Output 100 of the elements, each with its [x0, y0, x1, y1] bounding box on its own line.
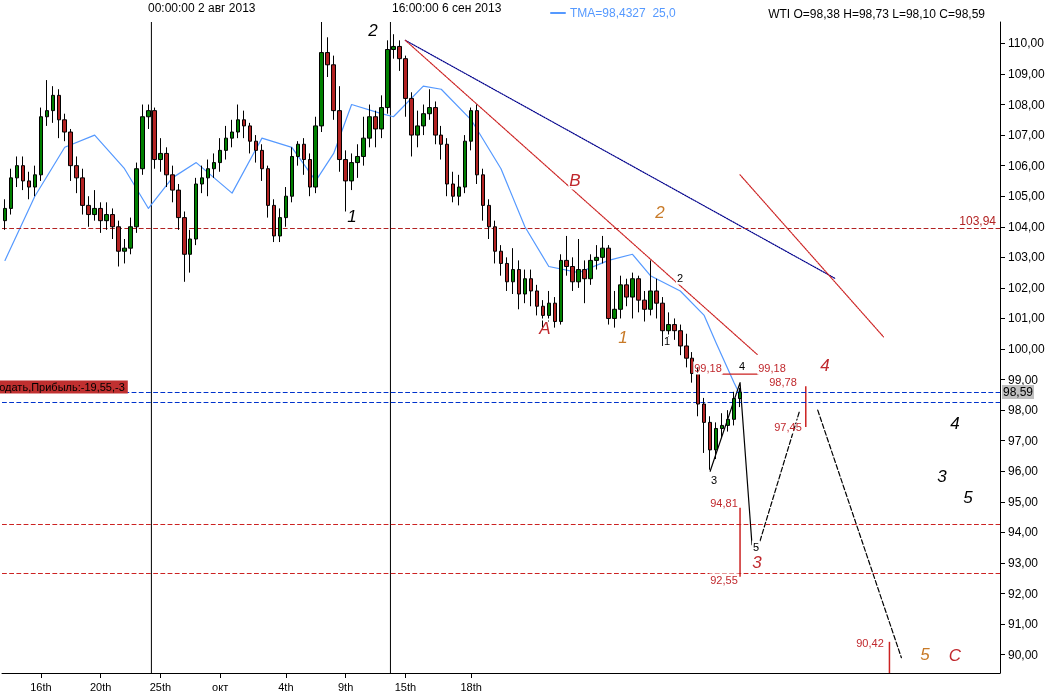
legend-label: TMA=98,4327 25,0: [570, 6, 677, 20]
candlestick: [194, 177, 198, 246]
candlestick: [242, 110, 246, 139]
candlestick: [553, 296, 557, 329]
y-tick-label: 107,00: [1008, 128, 1046, 143]
candlestick: [296, 140, 300, 167]
candlestick: [278, 207, 282, 243]
y-tick-label: 92,00: [1008, 586, 1039, 601]
candlestick: [511, 247, 515, 295]
candlestick: [224, 125, 228, 161]
y-tick-label: 99,00: [1008, 372, 1039, 387]
candlestick: [218, 137, 222, 173]
candlestick: [738, 387, 742, 408]
annotation: 98,78: [769, 376, 797, 388]
candlestick: [702, 397, 706, 454]
candlestick: [732, 391, 736, 426]
y-tick-label: 104,00: [1008, 219, 1046, 234]
candlestick: [720, 412, 724, 439]
annotation: 4: [950, 413, 960, 433]
y-tick-label: 108,00: [1008, 97, 1046, 112]
annotation: 92,55: [710, 574, 738, 586]
y-tick-label: 96,00: [1008, 464, 1039, 479]
candlestick: [284, 186, 288, 228]
candlestick: [206, 159, 210, 197]
candlestick: [463, 134, 467, 194]
candlestick: [726, 409, 730, 433]
candlestick: [523, 269, 527, 304]
annotation: 5: [752, 541, 760, 553]
candlestick: [254, 134, 258, 164]
candlestick: [248, 122, 252, 154]
candlestick: [27, 171, 31, 200]
candlestick: [3, 198, 7, 231]
annotation: 1: [347, 206, 357, 226]
y-tick-label: 91,00: [1008, 617, 1039, 632]
candlestick: [469, 107, 473, 151]
candlestick: [51, 85, 55, 124]
annotation: 3: [710, 474, 718, 486]
y-tick-label: 93,00: [1008, 555, 1039, 570]
x-tick-label: 4th: [278, 680, 294, 693]
candlestick: [529, 269, 533, 307]
y-tick-label: 95,00: [1008, 494, 1039, 509]
annotation: A: [538, 318, 551, 338]
y-tick-label: 106,00: [1008, 158, 1046, 173]
x-tick-label: 25th: [149, 680, 172, 693]
annotation: 5: [920, 644, 931, 664]
annotation: 3: [752, 552, 763, 572]
y-tick-label: 100,00: [1008, 342, 1046, 357]
x-tick-label: 15th: [394, 680, 417, 693]
x-tick-label: 16th: [30, 680, 52, 693]
annotation: 3: [937, 466, 948, 486]
annotation: 5: [963, 487, 974, 507]
x-tick-label: 20th: [89, 680, 112, 693]
candlestick: [15, 155, 19, 188]
candlestick: [266, 165, 270, 219]
candlestick: [230, 119, 234, 148]
annotation: 1: [663, 335, 671, 347]
annotation: 99,18: [758, 362, 786, 374]
candlestick: [505, 256, 509, 292]
candlestick: [260, 143, 264, 182]
candlestick: [517, 259, 521, 310]
x-tick-label: окт: [212, 680, 229, 693]
annotation: одать,Прибыль:-19,55,-3: [0, 381, 125, 393]
x-tick-label: 9th: [337, 680, 354, 693]
y-tick-label: 103,00: [1008, 250, 1046, 265]
annotation: 99,18: [694, 362, 722, 374]
x-tick-label: 18th: [460, 680, 482, 693]
candlestick: [457, 174, 461, 206]
annotation: B: [569, 170, 581, 190]
chart-title: WTI O=98,38 H=98,73 L=98,10 C=98,59: [768, 7, 986, 21]
candlestick: [33, 165, 37, 197]
text: 16:00:00 6 сен 2013: [392, 1, 502, 15]
y-tick-label: 90,00: [1008, 647, 1039, 662]
text: 00:00:00 2 авг 2013: [148, 1, 256, 15]
annotation: 4: [820, 355, 830, 375]
candlestick: [451, 171, 455, 203]
annotation: 94,81: [710, 497, 738, 509]
candlestick: [212, 152, 216, 179]
annotation: 90,42: [856, 637, 884, 649]
candlestick: [714, 421, 718, 460]
y-tick-label: 110,00: [1008, 36, 1045, 51]
y-tick-label: 97,00: [1008, 433, 1039, 448]
annotation: 2: [367, 20, 379, 40]
candlestick: [302, 137, 306, 176]
annotation: 4: [738, 360, 746, 372]
y-tick-label: 109,00: [1008, 66, 1046, 81]
y-tick-label: 98,00: [1008, 403, 1039, 418]
candlestick: [547, 290, 551, 323]
candlestick: [445, 137, 449, 197]
annotation: 1: [618, 327, 628, 347]
annotation: 2: [676, 272, 684, 284]
candlestick: [475, 104, 479, 185]
ref-line-label: 98,59: [1003, 385, 1034, 400]
candlestick: [236, 104, 240, 139]
y-tick-label: 102,00: [1008, 280, 1046, 295]
annotation: 97,45: [774, 421, 802, 433]
candlestick: [499, 244, 503, 277]
candlestick: [290, 146, 294, 203]
annotation: C: [948, 645, 962, 665]
y-tick-label: 94,00: [1008, 525, 1039, 540]
candlestick: [200, 165, 204, 194]
